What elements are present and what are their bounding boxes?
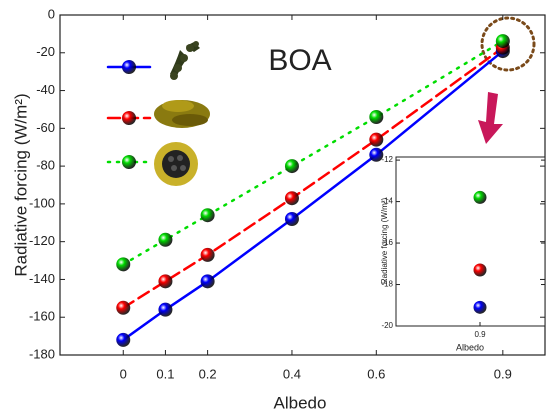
data-point (158, 274, 173, 289)
x-axis-label: Albedo (274, 393, 327, 412)
y-tick-label: -100 (29, 195, 55, 210)
series-line (122, 49, 505, 342)
y-tick-label: -60 (36, 120, 55, 135)
data-point (284, 159, 299, 174)
x-tick-label: 0.4 (283, 366, 301, 381)
data-point (200, 247, 215, 262)
x-tick-label: 0.2 (199, 366, 217, 381)
inset-data-point (473, 190, 487, 204)
y-tick-label: -120 (29, 233, 55, 248)
highlight-circle (480, 16, 536, 72)
data-point (495, 34, 510, 49)
x-tick-label: 0.1 (156, 366, 174, 381)
inset-y-tick-label: -14 (381, 197, 393, 206)
x-tick-label: 0.9 (494, 366, 512, 381)
legend-marker (122, 60, 136, 74)
inset-x-axis-label: Albedo (456, 342, 484, 352)
y-tick-label: 0 (48, 6, 55, 21)
inset-y-tick-label: -12 (381, 155, 393, 164)
inset-y-tick-label: -16 (381, 238, 393, 247)
data-point (284, 212, 299, 226)
y-tick-label: -20 (36, 44, 55, 59)
series-line (122, 39, 505, 266)
data-point (116, 257, 131, 272)
inset-y-tick-label: -20 (381, 321, 393, 330)
inset-frame (395, 156, 546, 327)
arrow (478, 92, 503, 144)
inset-y-tick-label: -18 (381, 280, 393, 289)
y-tick-label: -140 (29, 271, 55, 286)
data-point (369, 110, 384, 124)
annotation: BOA (268, 44, 331, 77)
data-point (284, 191, 299, 206)
x-tick-label: 0 (120, 366, 127, 381)
data-point (116, 300, 131, 315)
y-tick-label: -40 (36, 82, 55, 97)
inset-data-point (473, 300, 487, 314)
data-point (116, 332, 131, 347)
data-point (200, 208, 215, 223)
x-tick-label: 0.6 (367, 366, 385, 381)
inset-x-tick-label: 0.9 (474, 330, 486, 339)
legend-pictures (154, 41, 210, 186)
inset-data-point (473, 263, 487, 277)
data-point (158, 232, 173, 247)
y-axis-label: Radiative forcing (W/m²) (11, 93, 30, 276)
data-point (200, 274, 215, 289)
series-line (122, 46, 505, 310)
inset-y-axis-label: Radiative forcing (W/m²) (380, 198, 389, 285)
y-tick-label: -180 (29, 346, 55, 361)
y-tick-label: -160 (29, 309, 55, 324)
legend-marker (122, 111, 136, 125)
y-tick-label: -80 (36, 158, 55, 173)
data-point (158, 302, 173, 317)
legend-marker (122, 155, 136, 169)
data-point (369, 132, 384, 147)
data-point (369, 147, 384, 162)
